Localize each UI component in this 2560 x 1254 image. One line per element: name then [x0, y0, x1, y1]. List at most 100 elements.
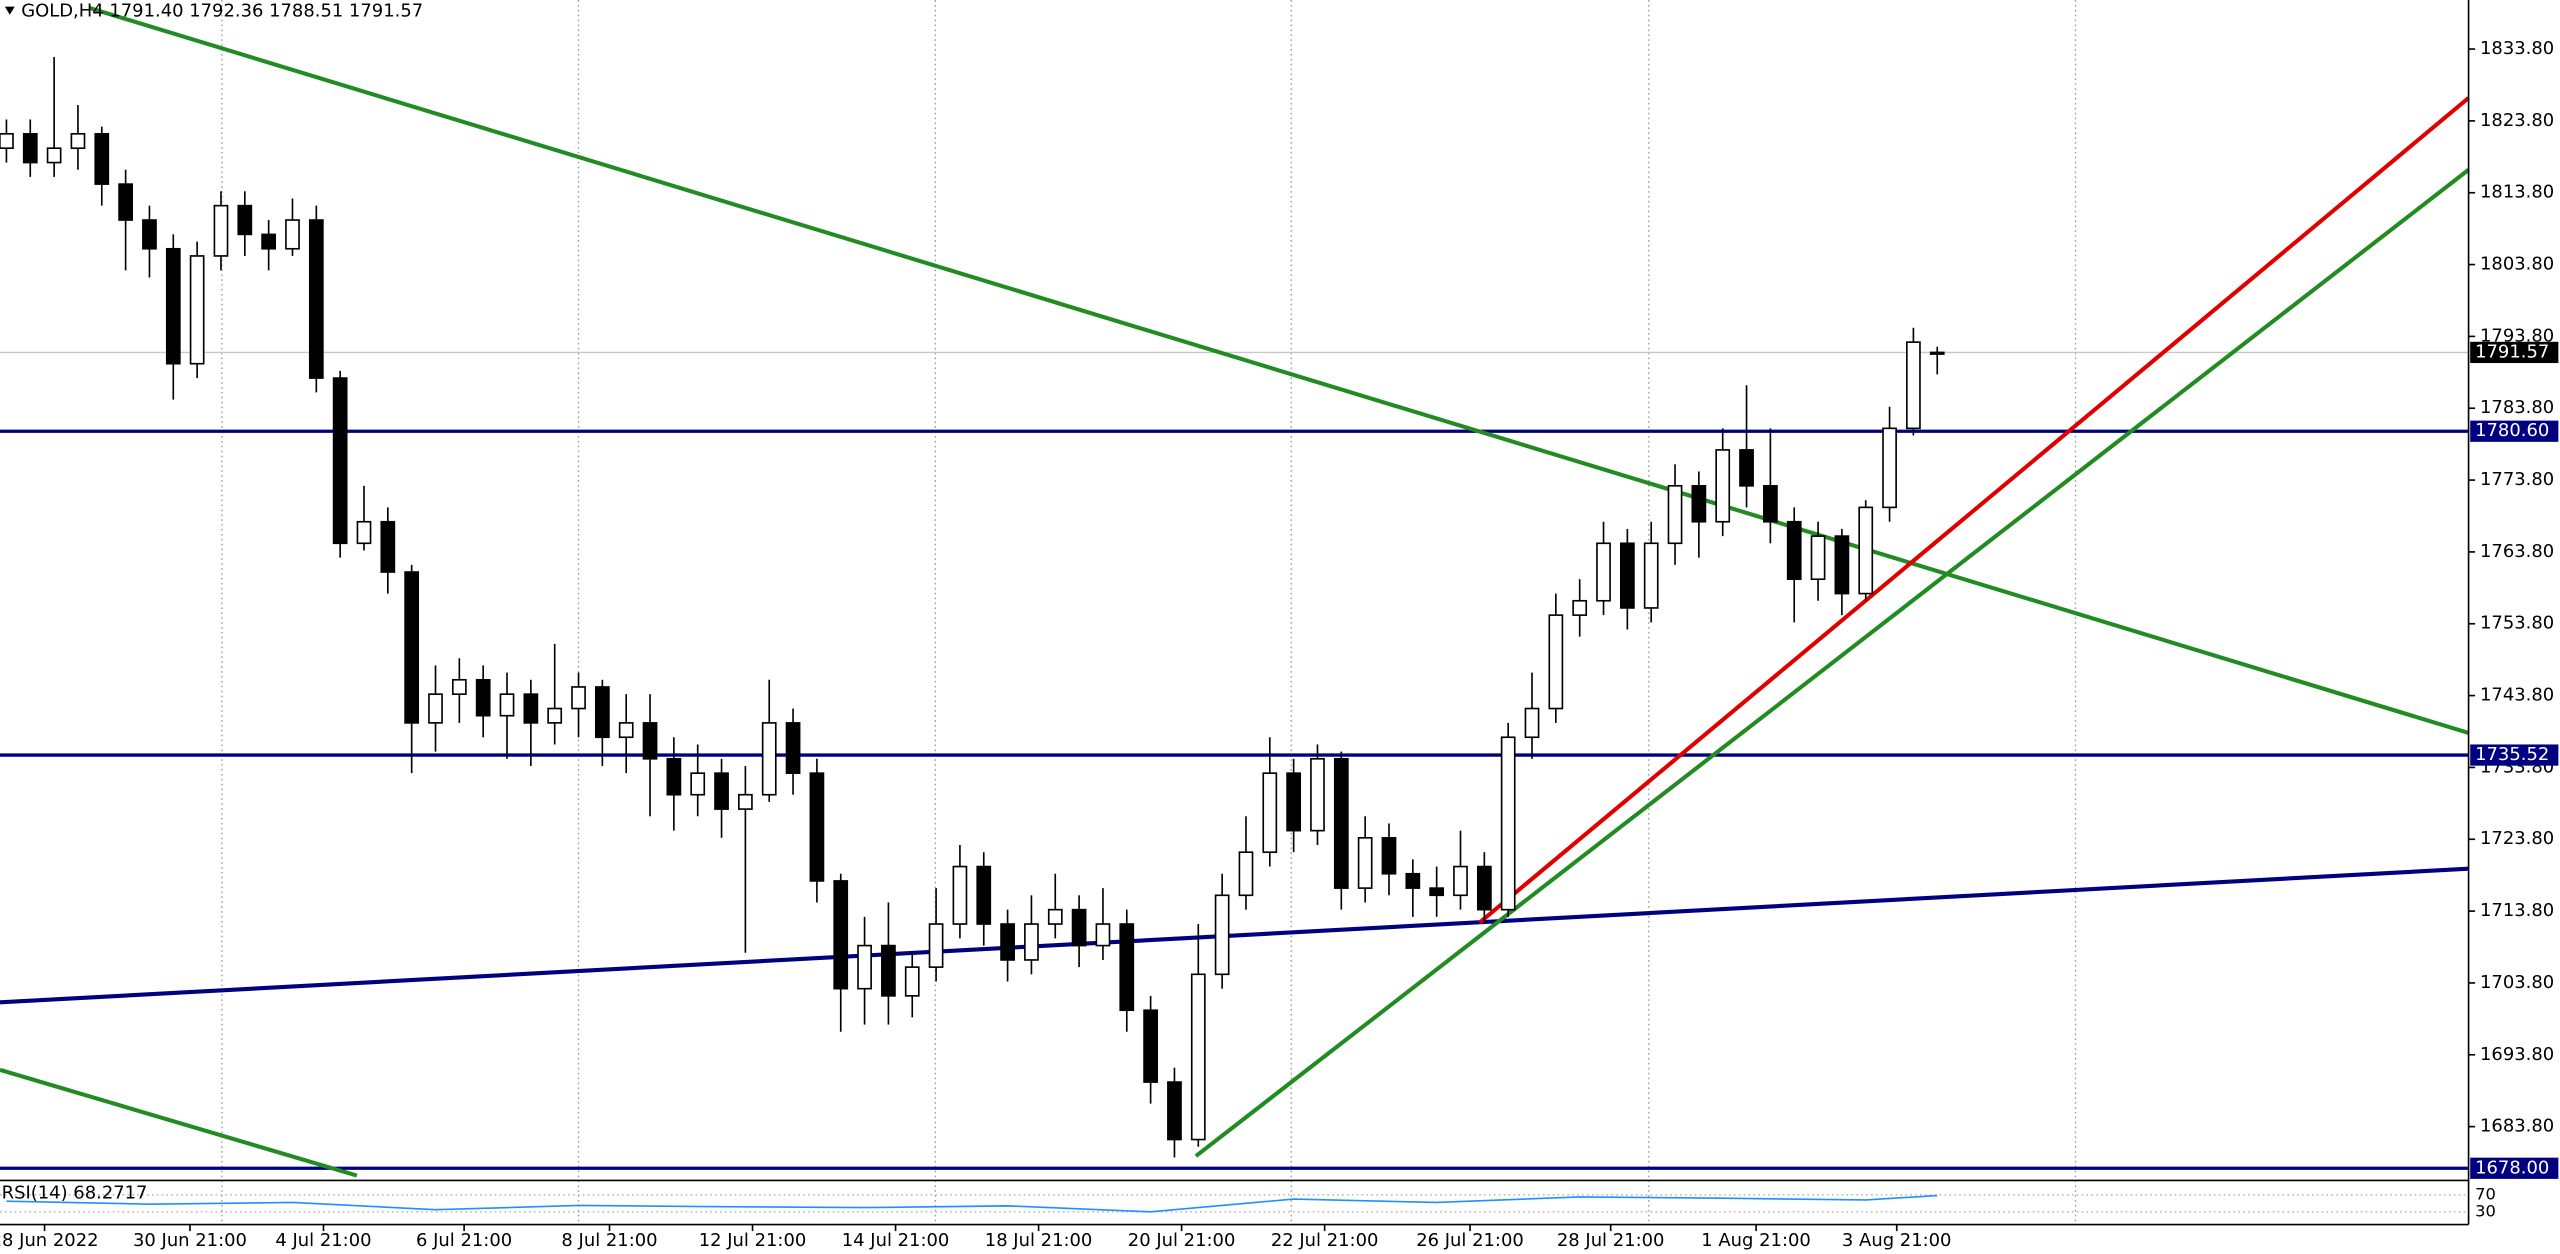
candle-body	[261, 233, 277, 250]
level-box	[2470, 744, 2559, 766]
candle-body	[1858, 506, 1874, 595]
candle-body	[1524, 707, 1540, 739]
candle-body	[761, 722, 777, 796]
candle-body	[785, 722, 801, 774]
y-tick-label: 1693.80	[2480, 1044, 2554, 1065]
candle-body	[1405, 872, 1421, 889]
y-tick-label: 1783.80	[2480, 397, 2554, 418]
y-tick-label: 1773.80	[2480, 469, 2554, 490]
candle-body	[94, 133, 110, 185]
y-tick-label: 1723.80	[2480, 828, 2554, 849]
y-tick-label: 1753.80	[2480, 613, 2554, 634]
rsi-line	[6, 1194, 1938, 1213]
candle-body	[70, 133, 86, 150]
y-tick-label: 1833.80	[2480, 38, 2554, 59]
candle-body	[881, 944, 896, 997]
y-tick-label: 1763.80	[2480, 541, 2554, 562]
candle-body	[189, 255, 205, 365]
candle-body	[1333, 757, 1349, 889]
candle-body	[1906, 341, 1921, 430]
candle-body	[1381, 837, 1397, 875]
candle-body	[857, 944, 872, 990]
candle-body	[523, 693, 539, 724]
candle-body	[1143, 1009, 1158, 1083]
symbol-header: GOLD,H4 1791.40 1792.36 1788.51 1791.57	[21, 0, 423, 21]
level-label: 1678.00	[2475, 1157, 2549, 1178]
level-label: 1780.60	[2475, 420, 2549, 441]
candle-body	[666, 757, 682, 796]
candle-body	[1715, 449, 1731, 523]
rsi-label: RSI(14) 68.2717	[2, 1183, 148, 1204]
x-tick-label: 22 Jul 21:00	[1271, 1230, 1379, 1251]
candle-body	[1667, 485, 1683, 545]
x-tick-label: 12 Jul 21:00	[699, 1230, 807, 1251]
candle-body	[237, 204, 253, 236]
y-tick-label: 1803.80	[2480, 254, 2554, 275]
candle-body	[428, 693, 443, 724]
x-tick-label: 26 Jul 21:00	[1416, 1230, 1524, 1251]
trendline	[1478, 96, 2470, 925]
candle-body	[594, 686, 610, 739]
candle-body	[213, 204, 229, 257]
rsi-tick-label: 70	[2475, 1184, 2496, 1203]
candle-body	[1214, 894, 1230, 976]
candle-body	[285, 219, 300, 250]
candle-body	[1763, 485, 1778, 523]
candle-body	[1429, 887, 1445, 897]
candle-body	[1500, 736, 1516, 911]
candle-body	[1286, 772, 1302, 832]
candle-body	[142, 219, 157, 250]
candle-body	[1000, 923, 1015, 961]
x-tick-label: 28 Jul 21:00	[1557, 1230, 1665, 1251]
trendline	[0, 1067, 358, 1178]
candle-body	[1882, 427, 1897, 509]
level-label: 1735.52	[2475, 744, 2549, 765]
candle-body	[1786, 520, 1802, 581]
candle-body	[1453, 865, 1468, 897]
trendline	[89, 6, 2470, 735]
candle-body	[1596, 542, 1611, 602]
candle-body	[618, 722, 634, 739]
candle-body	[1238, 851, 1254, 897]
level-box	[2470, 420, 2559, 442]
candle-body	[308, 219, 324, 379]
candle-body	[356, 520, 372, 545]
y-tick-label: 1703.80	[2480, 972, 2554, 993]
candle-body	[690, 772, 706, 796]
x-tick-label: 30 Jun 21:00	[133, 1230, 247, 1251]
candle-body	[1047, 908, 1063, 925]
candle-body	[1929, 351, 1945, 355]
candle-body	[928, 923, 944, 968]
x-tick-label: 3 Aug 21:00	[1842, 1230, 1952, 1251]
x-tick-label: 20 Jul 21:00	[1128, 1230, 1236, 1251]
candle-body	[714, 772, 729, 810]
candle-body	[1071, 908, 1087, 947]
candle-body	[332, 377, 348, 545]
candle-body	[1810, 535, 1826, 581]
candle-body	[1739, 449, 1754, 487]
current-price-label: 1791.57	[2475, 341, 2549, 362]
x-tick-label: 6 Jul 21:00	[416, 1230, 512, 1251]
trendline	[0, 866, 2469, 1005]
grid-layer	[0, 0, 2476, 1232]
candle-body	[1357, 837, 1373, 889]
candle-body	[118, 183, 133, 221]
candle-body	[451, 678, 467, 695]
candle-body	[380, 520, 396, 573]
candle-body	[475, 678, 491, 717]
candle-body	[1643, 542, 1659, 609]
candle-body	[1691, 485, 1707, 523]
candle-body	[833, 880, 849, 990]
collapse-icon[interactable]	[4, 6, 15, 15]
candle-body	[1476, 865, 1492, 911]
candle-body	[46, 147, 62, 164]
candle-body	[1119, 923, 1135, 1012]
candle-body	[642, 722, 658, 760]
candle-body	[1167, 1081, 1182, 1141]
candle-body	[571, 686, 586, 710]
candle-body	[904, 966, 920, 997]
candle-body	[976, 865, 992, 925]
